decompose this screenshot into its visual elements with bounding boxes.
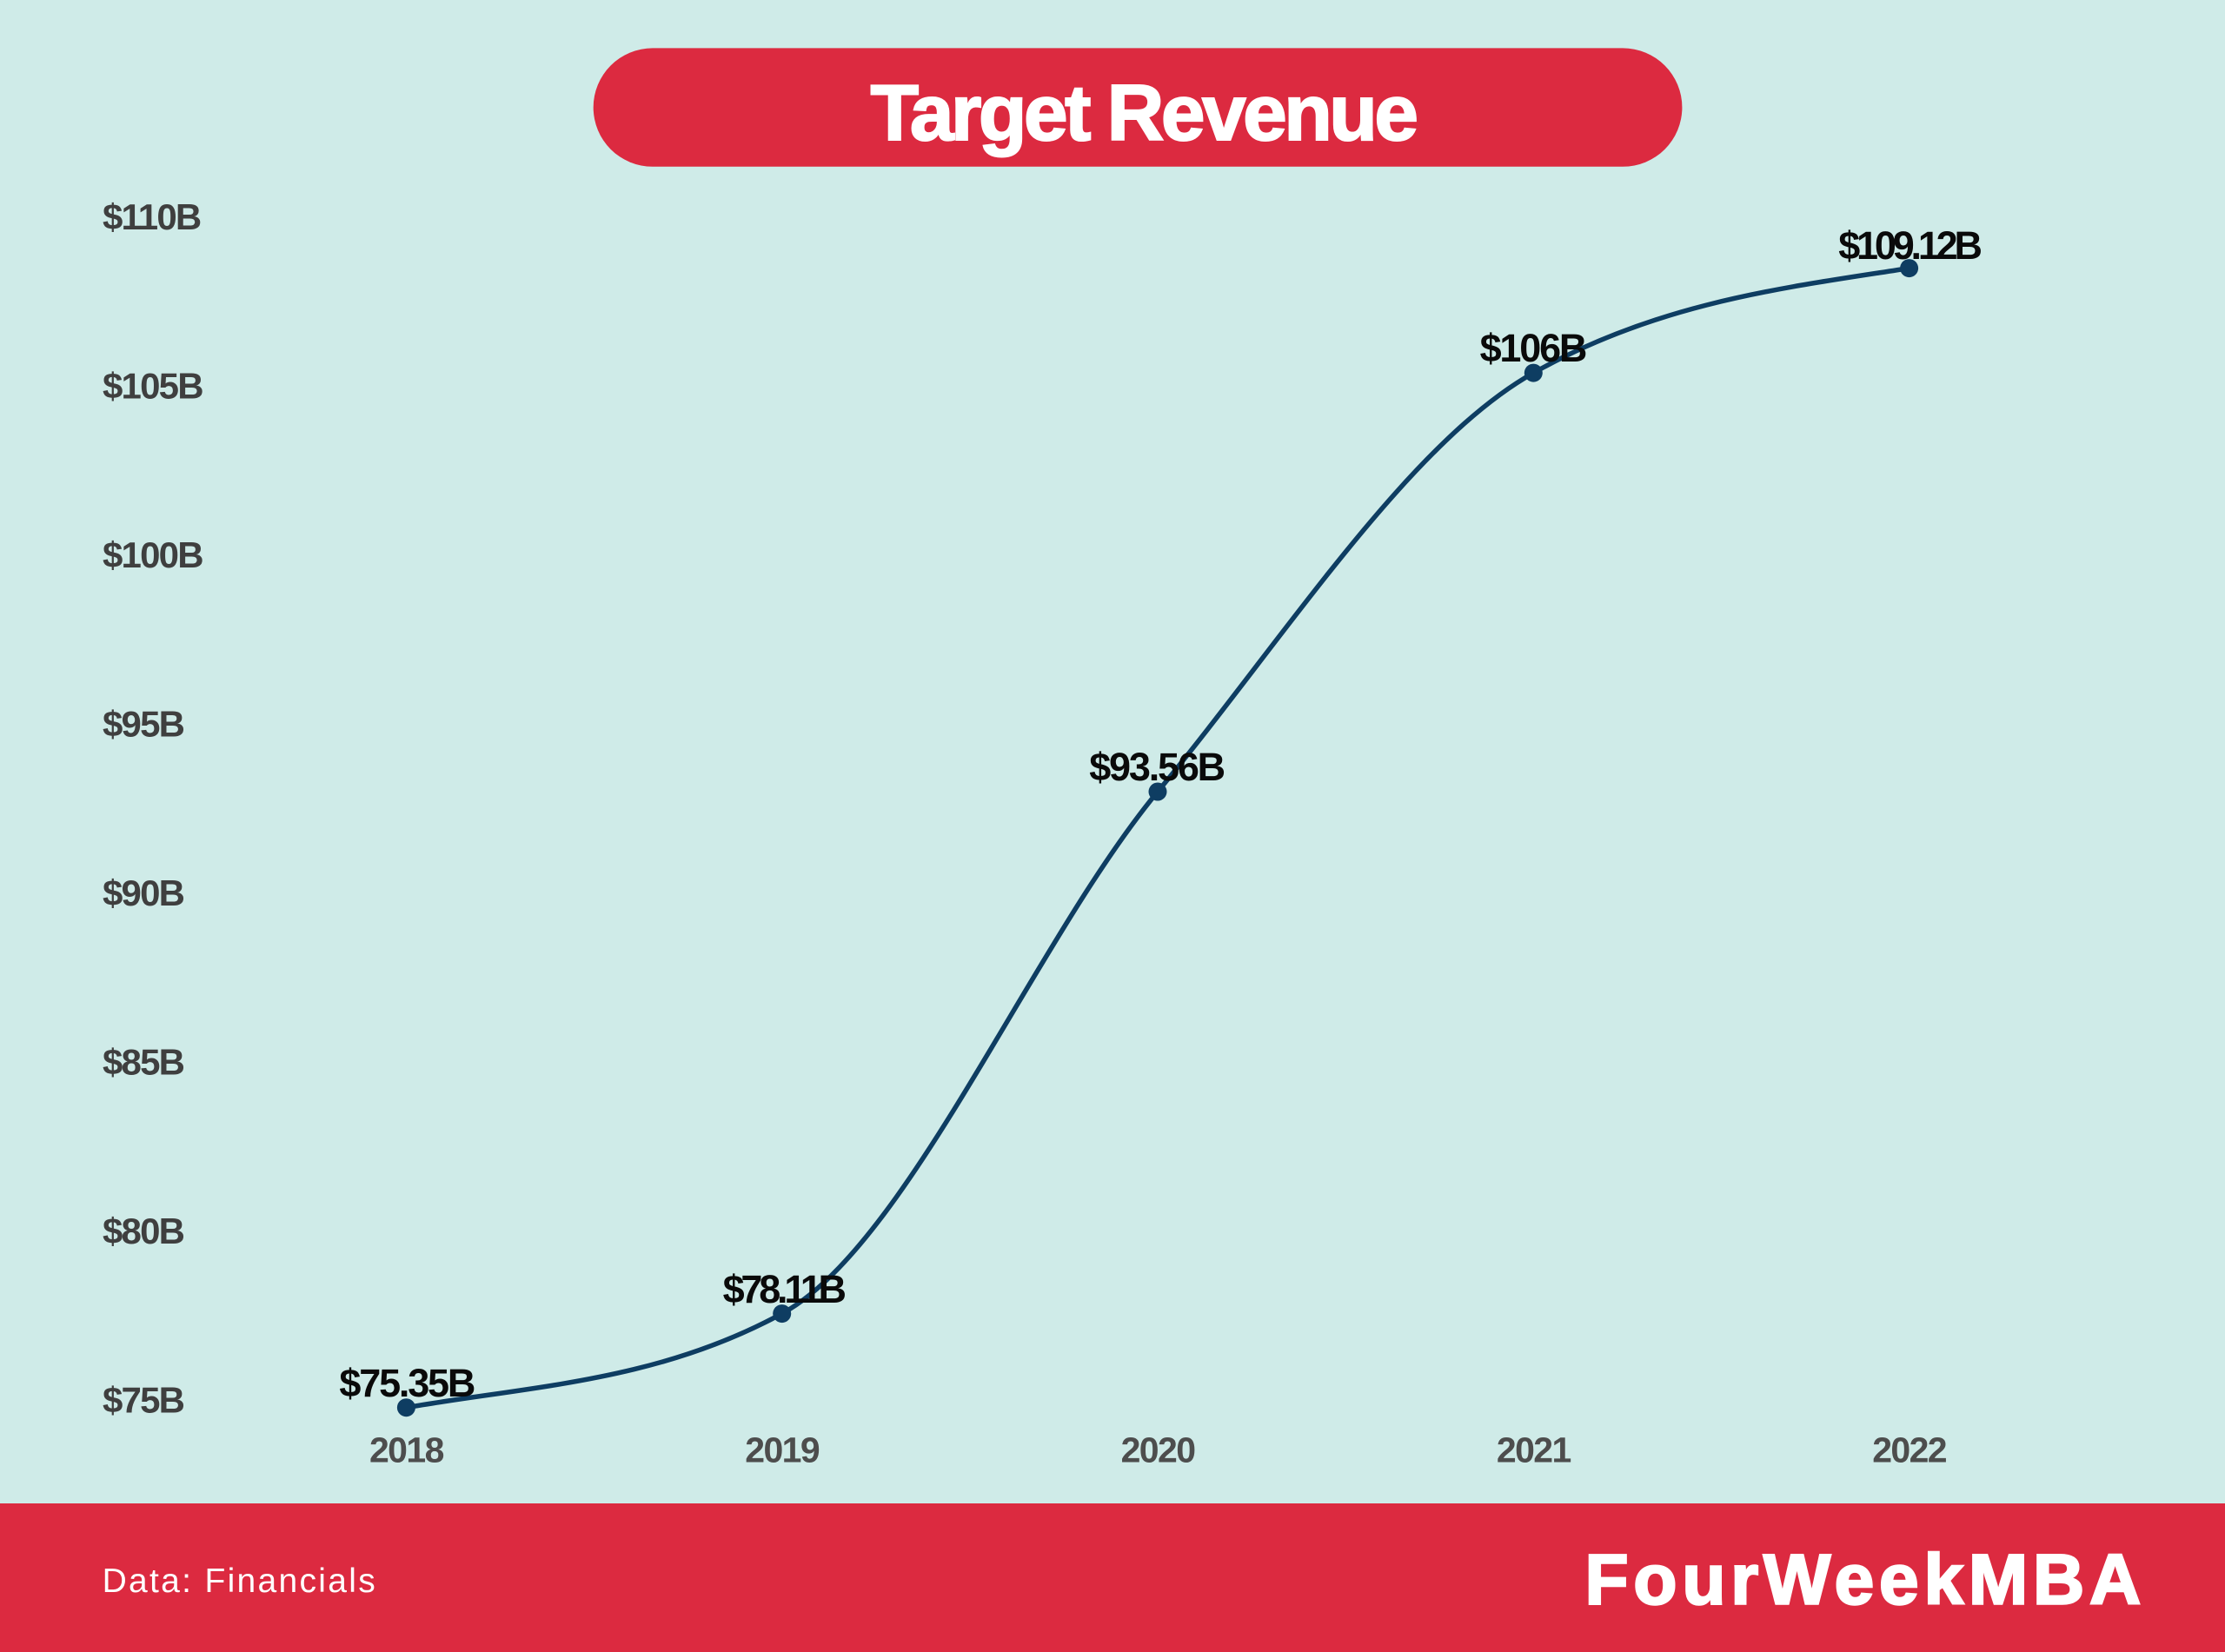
- svg-text:2018: 2018: [369, 1430, 444, 1470]
- svg-text:$93.56B: $93.56B: [1089, 745, 1224, 789]
- svg-text:Target Revenue: Target Revenue: [871, 70, 1417, 157]
- svg-text:2020: 2020: [1121, 1430, 1196, 1470]
- svg-text:$105B: $105B: [103, 366, 203, 407]
- svg-text:2019: 2019: [745, 1430, 820, 1470]
- svg-text:$109.12B: $109.12B: [1838, 223, 1981, 268]
- svg-text:2021: 2021: [1497, 1430, 1571, 1470]
- svg-text:$75.35B: $75.35B: [339, 1361, 474, 1405]
- svg-text:$100B: $100B: [103, 534, 203, 575]
- svg-text:$106B: $106B: [1480, 326, 1586, 370]
- svg-text:$90B: $90B: [103, 872, 184, 913]
- svg-text:$80B: $80B: [103, 1211, 184, 1251]
- svg-text:$75B: $75B: [103, 1380, 184, 1421]
- svg-text:2022: 2022: [1872, 1430, 1947, 1470]
- svg-text:FourWeekMBA: FourWeekMBA: [1585, 1540, 2146, 1619]
- svg-text:Data: Financials: Data: Financials: [103, 1562, 377, 1600]
- svg-text:$78.11B: $78.11B: [723, 1267, 846, 1311]
- svg-text:$95B: $95B: [103, 704, 184, 745]
- svg-text:$85B: $85B: [103, 1042, 184, 1083]
- svg-text:$110B: $110B: [103, 196, 201, 237]
